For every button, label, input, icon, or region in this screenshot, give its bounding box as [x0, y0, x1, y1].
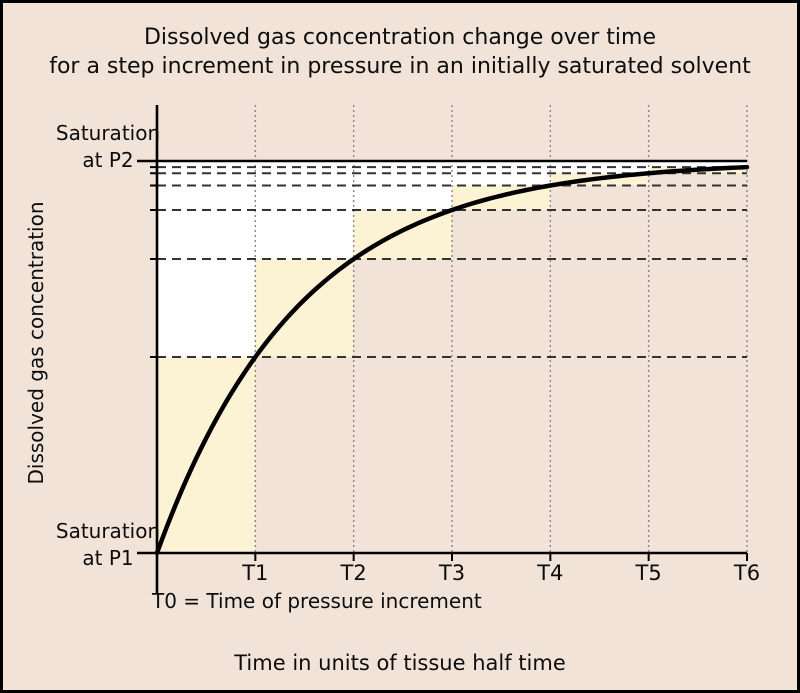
x-tick-label-t3: T3 [438, 561, 466, 585]
x-tick-label-t4: T4 [537, 561, 564, 585]
x-tick-label-t5: T5 [635, 561, 662, 585]
x-axis-title: Time in units of tissue half time [234, 651, 566, 675]
chart-title-line1: Dissolved gas concentration change over … [143, 25, 657, 50]
saturation-p2-label-line1: Saturation [55, 121, 161, 145]
saturation-p2-label-line2: at P2 [82, 148, 134, 172]
increment-block [157, 357, 256, 553]
gas-concentration-curve [154, 164, 750, 556]
chart-title-line2: for a step increment in pressure in an i… [49, 54, 751, 79]
saturation-p1-label-line2: at P1 [82, 546, 134, 570]
saturation-p1-label: Saturation at P1 [56, 518, 160, 572]
deficit-region [157, 161, 747, 357]
x-tick-label-t1: T1 [242, 561, 269, 585]
y-axis-title: Dissolved gas concentration [24, 201, 48, 485]
increment-block [255, 259, 354, 357]
saturation-p1-label-line1: Saturation [55, 519, 161, 543]
x-tick-label-t2: T2 [340, 561, 367, 585]
chart-title: Dissolved gas concentration change over … [3, 23, 797, 81]
saturation-p2-label: Saturation at P2 [56, 120, 160, 174]
saturation-curve-chart [137, 105, 750, 593]
x-tick-label-t6: T6 [733, 561, 761, 585]
t0-origin-note: T0 = Time of pressure increment [152, 589, 482, 613]
